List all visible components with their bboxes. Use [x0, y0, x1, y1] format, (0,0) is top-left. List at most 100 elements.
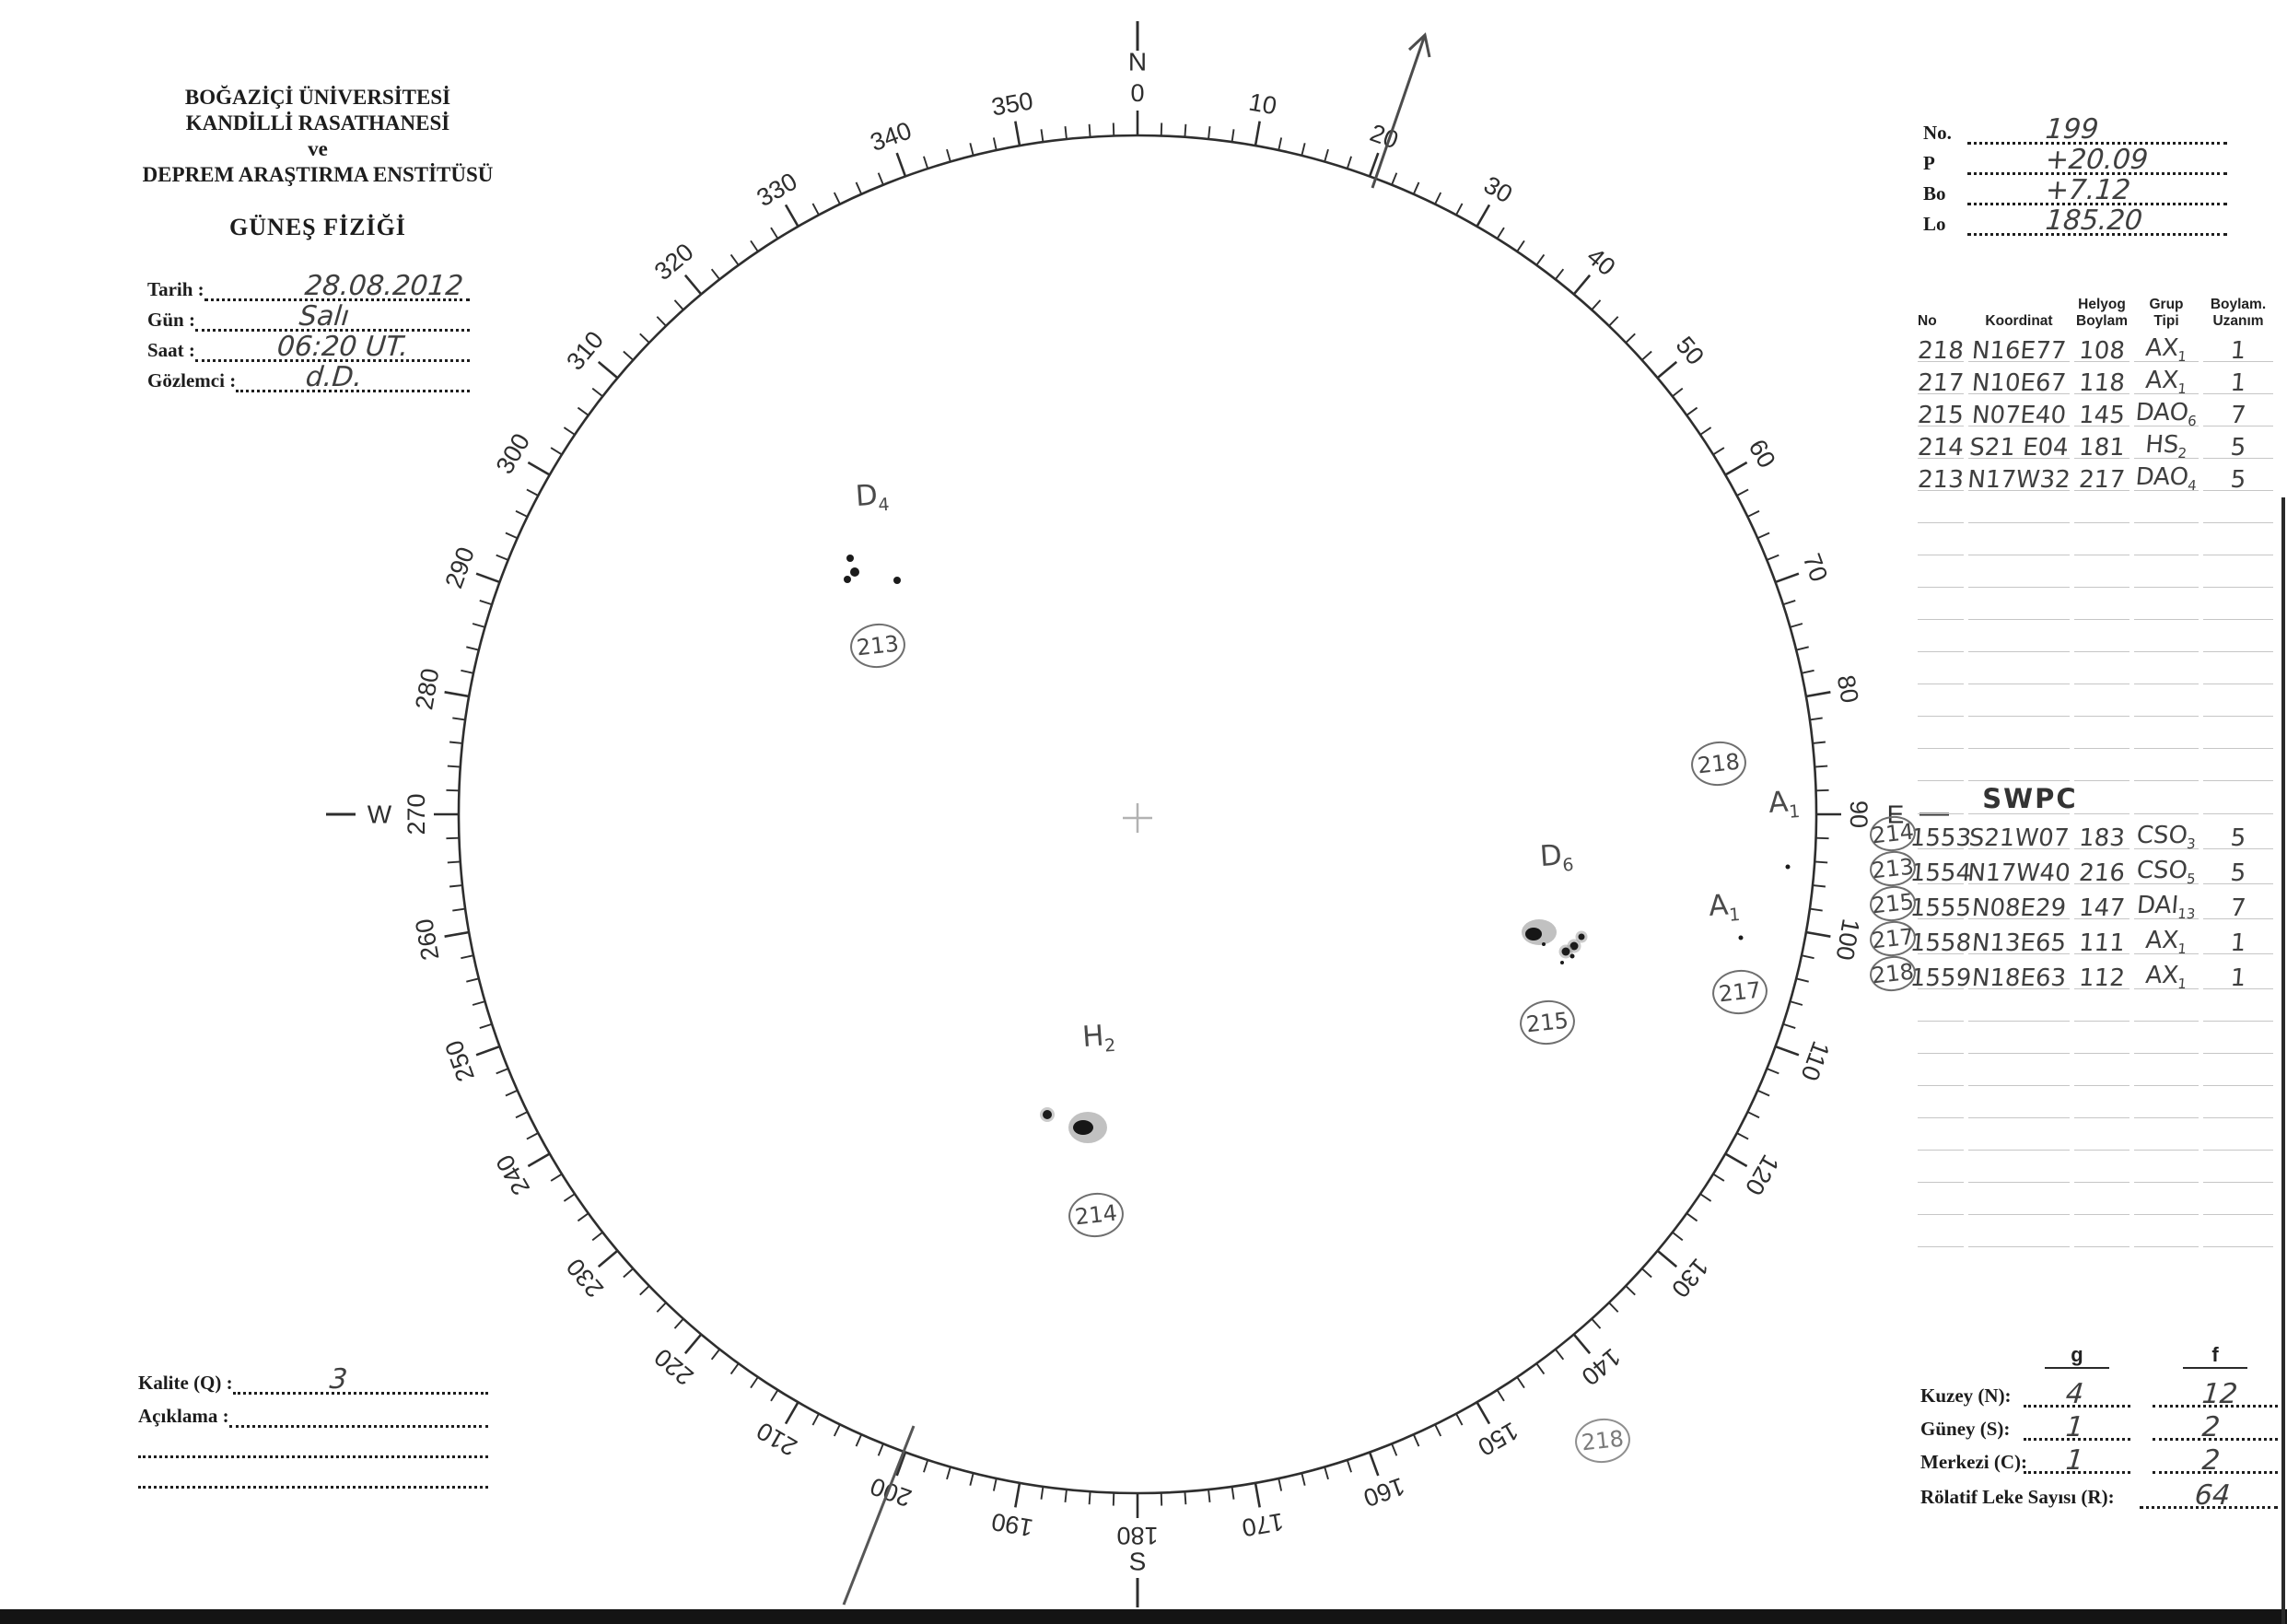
degree-label: 180 [1116, 1522, 1158, 1549]
degree-tick [1591, 299, 1602, 310]
table-cell [2134, 1183, 2199, 1215]
sunspot [1561, 947, 1570, 956]
table-cell: 1 [2203, 362, 2273, 397]
table-cell [1918, 717, 1964, 749]
institution-line-4: DEPREM ARAŞTIRMA ENSTİTÜSÜ [142, 163, 494, 186]
degree-tick [1278, 137, 1283, 151]
table-row [1918, 1118, 2286, 1151]
degree-tick [729, 253, 740, 266]
degree-tick [466, 646, 480, 651]
degree-tick [1301, 1472, 1306, 1486]
table-cell: N07E40 [1968, 394, 2070, 429]
count-south-f: 2 [2200, 1411, 2223, 1443]
field-kalite-line: 3 [232, 1359, 488, 1396]
remarks-extra-line [138, 1428, 488, 1458]
table-cell [2203, 1054, 2273, 1086]
table-cell: N08E29 [1968, 884, 2070, 922]
degree-label: 330 [752, 168, 801, 213]
degree-tick [1795, 977, 1809, 983]
ephemeris-fields: No. 199 P +20.09 Bo +7.12 Lo 185.20 [1923, 113, 2227, 237]
degree-tick [1455, 1413, 1464, 1426]
table-cell [1968, 588, 2070, 620]
degree-tick [1554, 1349, 1565, 1361]
table-cell [2203, 652, 2273, 684]
field-bo-line: +7.12 [1967, 172, 2227, 206]
table-cell [1968, 749, 2070, 781]
degree-tick [1346, 1459, 1352, 1473]
degree-tick [1455, 203, 1464, 216]
table-cell [2203, 781, 2273, 814]
table-cell [2134, 1118, 2199, 1151]
degree-tick [515, 509, 529, 518]
table-header: Tipi [2153, 313, 2179, 329]
table-cell: CSO3 [2134, 814, 2199, 852]
degree-tick [1516, 1376, 1525, 1389]
degree-label: 150 [1473, 1417, 1523, 1462]
institution-line-3: ve [308, 137, 328, 160]
degree-tick [969, 1472, 974, 1486]
degree-tick [1184, 1491, 1187, 1505]
degree-label: 320 [649, 238, 699, 286]
table-cell: Koordinat [1968, 287, 2070, 330]
pencil-arrowhead [1407, 32, 1431, 58]
table-cell: AX1 [2134, 362, 2199, 397]
degree-tick [496, 1068, 509, 1075]
field-gun-value: Salı [298, 300, 351, 333]
table-row [1918, 491, 2286, 523]
field-saat: Saat : 06:20 UT. [147, 331, 470, 363]
table-cell [1968, 620, 2070, 652]
table-cell [1918, 1022, 1964, 1054]
degree-tick [527, 461, 551, 476]
table-cell: 145 [2074, 394, 2129, 429]
field-kalite-value: 3 [328, 1363, 349, 1396]
degree-tick [1625, 1285, 1636, 1296]
field-gun: Gün : Salı [147, 300, 470, 333]
sunspot [1043, 1110, 1052, 1119]
table-cell [2203, 491, 2273, 523]
count-central-f: 2 [2200, 1444, 2223, 1477]
table-cell [2074, 684, 2129, 717]
degree-tick [1324, 1466, 1329, 1480]
table-cell [1918, 684, 1964, 717]
table-cell: N17W32 [1966, 459, 2071, 494]
table-cell [1968, 1215, 2070, 1247]
degree-tick [449, 884, 463, 888]
degree-tick [895, 1452, 907, 1477]
degree-tick [1476, 204, 1491, 228]
degree-label: 210 [752, 1417, 801, 1462]
table-row [1918, 1022, 2286, 1054]
table-cell: N13E65 [1968, 919, 2070, 957]
table-row [1918, 620, 2286, 652]
degree-tick [1434, 192, 1442, 205]
quality-block: Kalite (Q) : 3 Açıklama : [138, 1361, 488, 1489]
field-gozlemci: Gözlemci : d.D. [147, 361, 470, 393]
table-cell [1968, 491, 2070, 523]
sunspot [1560, 961, 1564, 964]
degree-tick [1391, 1443, 1398, 1456]
table-cell: 214 [1917, 426, 1965, 461]
handwritten-value: AX1 [2144, 961, 2188, 992]
degree-tick [1254, 121, 1261, 146]
table-cell: AX1 [2134, 954, 2199, 992]
degree-tick [1184, 123, 1187, 137]
table-cell: S21 E04 [1968, 426, 2070, 461]
table-cell: 112 [2074, 954, 2129, 992]
degree-tick [444, 691, 470, 698]
table-row [1918, 523, 2286, 555]
degree-tick [550, 447, 563, 456]
table-cell: 5 [2203, 459, 2273, 494]
sunspot [1785, 864, 1791, 870]
degree-label: 350 [989, 87, 1035, 121]
count-central-g-line: 1 [2024, 1443, 2130, 1477]
table-cell: CSO5 [2134, 849, 2199, 887]
degree-label: 310 [561, 326, 609, 376]
field-bo-label: Bo [1923, 182, 1946, 204]
table-cell [1968, 1151, 2070, 1183]
table-cell [1918, 1151, 1964, 1183]
handwritten-value: 217 [2077, 466, 2127, 494]
field-no: No. 199 [1923, 113, 2227, 146]
table-cell: 1559 [1909, 954, 1973, 992]
degree-tick [591, 387, 603, 398]
count-row-south: Güney (S): 1 2 [1920, 1408, 2287, 1443]
degree-tick [1014, 1482, 1021, 1508]
